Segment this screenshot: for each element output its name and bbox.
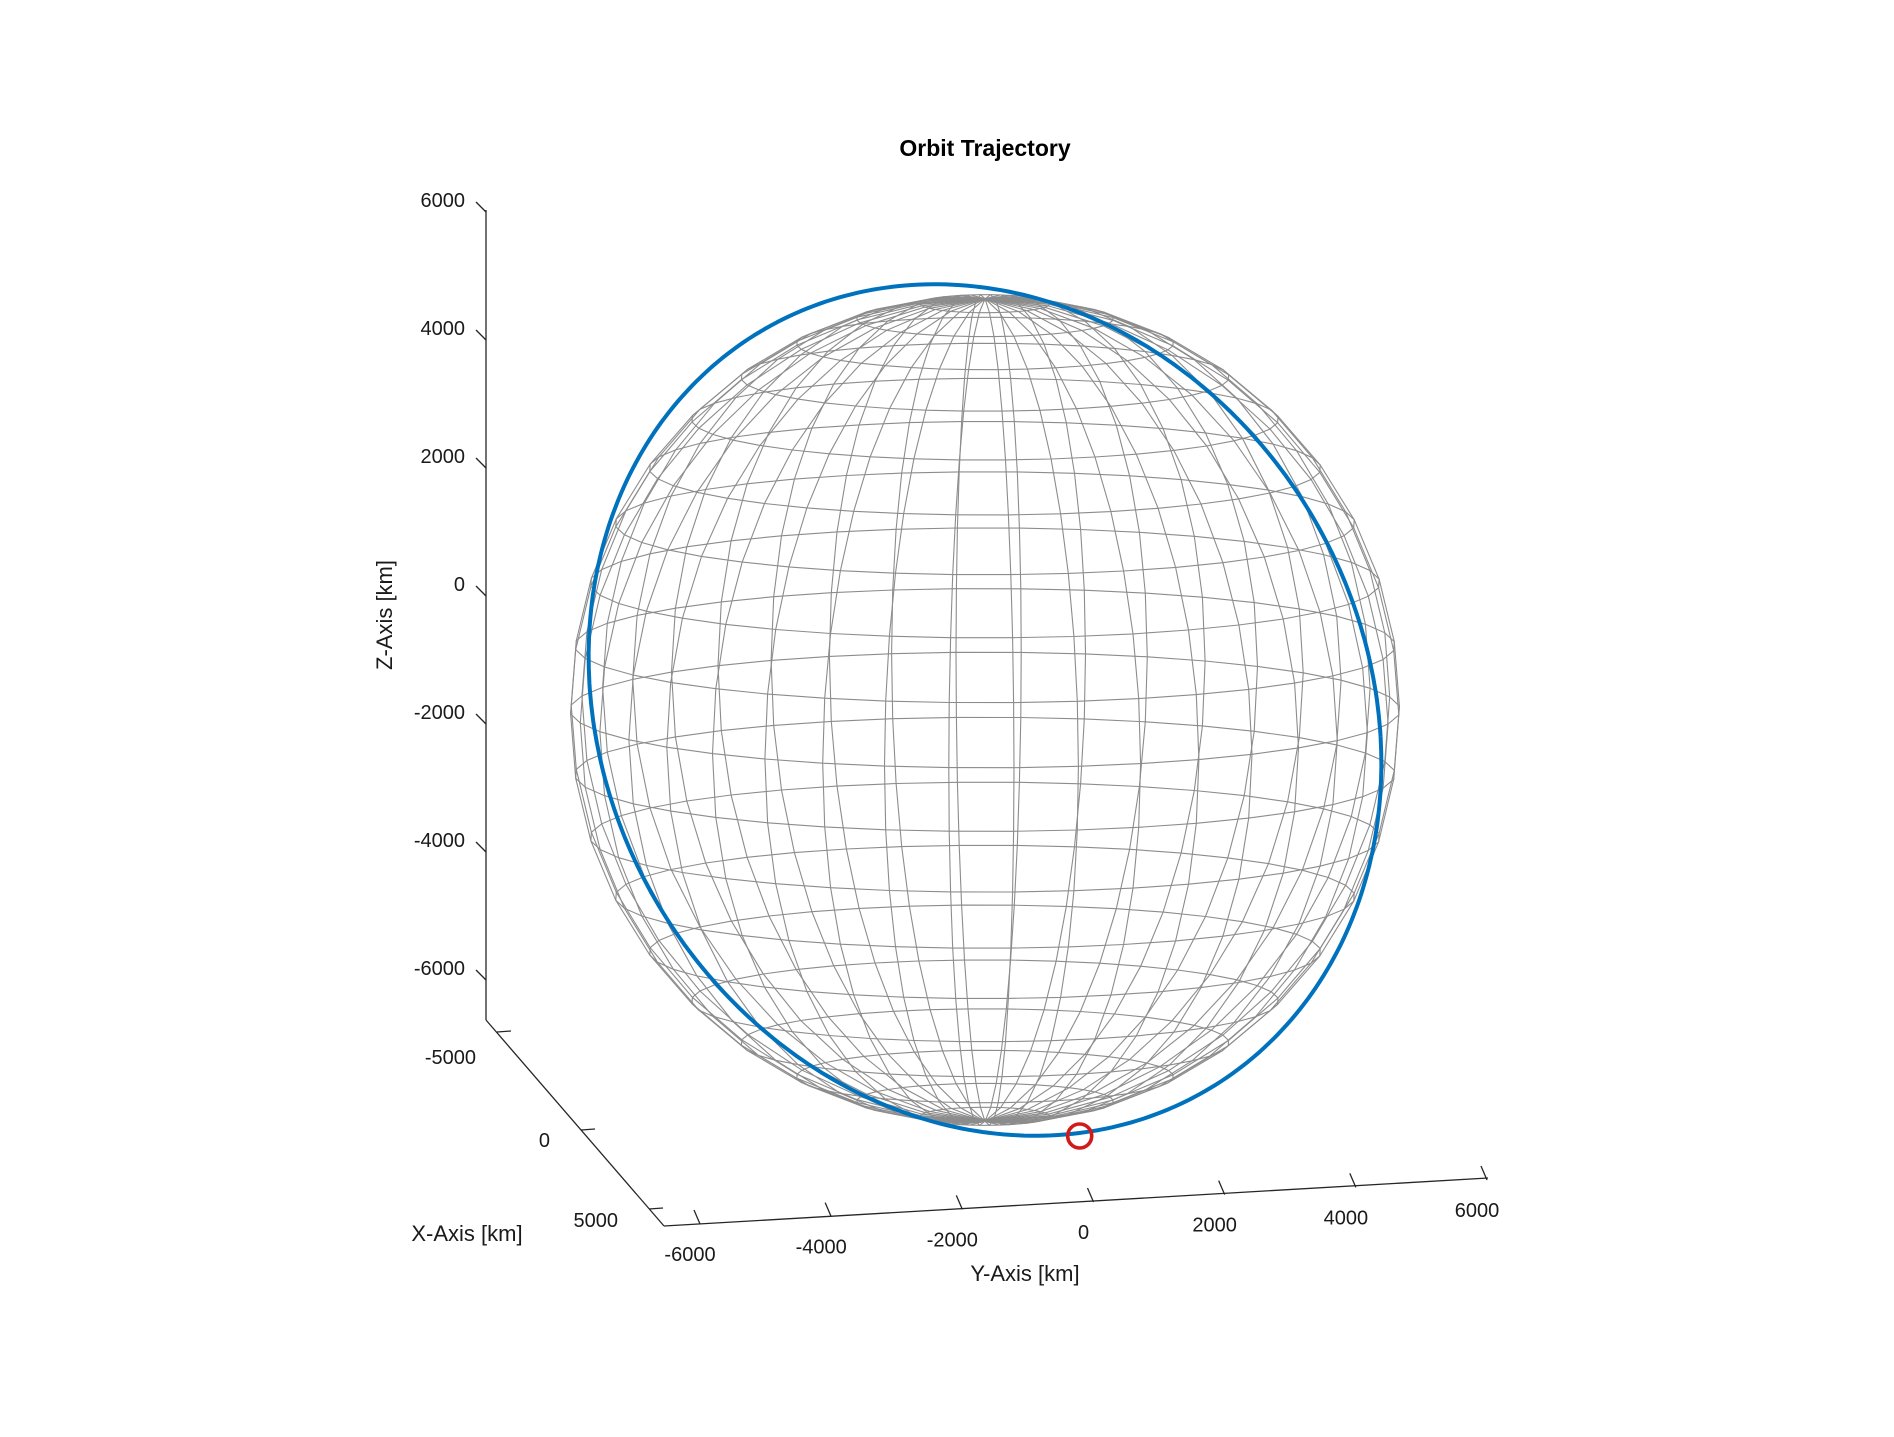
sphere-longitude-line (984, 298, 1079, 1126)
current-position-marker (1065, 1122, 1094, 1150)
sphere-longitude-line (891, 294, 986, 1122)
y-tick-mark (1218, 1180, 1226, 1195)
sphere-longitude-line (984, 294, 1087, 1122)
z-tick-label: -2000 (414, 702, 465, 724)
y-tick-mark (824, 1202, 832, 1217)
sphere-wireframe (570, 293, 1400, 1127)
z-tick-label: -4000 (414, 830, 465, 852)
sphere-longitude-line (822, 298, 986, 1126)
x-tick-mark (496, 1030, 512, 1033)
sphere-latitude-line (691, 959, 1279, 1043)
y-tick-label: -4000 (796, 1237, 847, 1259)
x-tick-label: -5000 (425, 1047, 476, 1069)
sphere-longitude-line (984, 298, 1342, 1122)
y-tick-label: 2000 (1192, 1215, 1237, 1237)
sphere-longitude-line (666, 298, 986, 1123)
y-tick-label: 0 (1078, 1222, 1089, 1244)
y-tick-label: -2000 (927, 1229, 978, 1251)
sphere-longitude-line (770, 295, 986, 1122)
sphere-latitude-line (590, 527, 1380, 639)
sphere-longitude-line (883, 298, 986, 1126)
y-tick-label: 6000 (1455, 1200, 1500, 1222)
sphere-longitude-line (579, 298, 986, 1122)
sphere-latitude-line (575, 588, 1395, 704)
z-tick-mark (475, 457, 487, 469)
sphere-longitude-line (628, 298, 986, 1122)
y-axis-line (663, 1177, 1489, 1227)
sphere-longitude-line (984, 298, 1142, 1126)
sphere-longitude-line (984, 298, 1391, 1122)
z-tick-mark (475, 585, 487, 597)
x-tick-mark (580, 1128, 596, 1131)
sphere-longitude-line (828, 294, 986, 1122)
y-tick-label: 4000 (1324, 1207, 1369, 1229)
sphere-latitude-line (615, 844, 1355, 949)
z-tick-label: 2000 (421, 446, 466, 468)
z-tick-label: -6000 (414, 958, 465, 980)
z-tick-label: 0 (454, 574, 465, 596)
orbit-trajectory-line (586, 282, 1384, 1138)
sphere-longitude-line (984, 297, 1304, 1122)
y-tick-mark (693, 1209, 701, 1225)
sphere-latitude-line (615, 471, 1355, 576)
sphere-longitude-line (955, 293, 986, 1122)
sphere-latitude-line (575, 716, 1395, 832)
axes (485, 210, 1489, 1227)
x-axis-line (485, 1019, 665, 1227)
y-tick-mark (955, 1195, 963, 1210)
chart-title: Orbit Trajectory (899, 135, 1070, 161)
sphere-longitude-line (984, 298, 1200, 1125)
sphere-longitude-line (984, 298, 1300, 1123)
z-tick-mark (475, 969, 487, 981)
x-tick-label: 5000 (574, 1210, 619, 1232)
sphere-longitude-line (948, 298, 986, 1127)
z-tick-mark (475, 841, 487, 853)
orbit-series (586, 282, 1384, 1150)
z-tick-mark (475, 713, 487, 725)
sphere-latitude-line (691, 377, 1279, 461)
z-tick-label: 6000 (421, 190, 466, 212)
y-tick-mark (1349, 1173, 1357, 1188)
z-tick-label: 4000 (421, 318, 466, 340)
z-tick-mark (475, 201, 487, 213)
y-tick-label: -6000 (664, 1244, 715, 1266)
x-axis-label: X-Axis [km] (411, 1221, 522, 1246)
x-tick-label: 0 (539, 1130, 550, 1152)
sphere-longitude-line (984, 293, 1022, 1122)
tick-labels: -6000 -4000 -2000 0 2000 4000 6000 -5000 0 5000 -6… (414, 190, 1499, 1266)
x-tick-mark (648, 1207, 664, 1210)
y-tick-mark (1086, 1187, 1095, 1203)
sphere-longitude-line (984, 294, 1148, 1122)
z-tick-mark (475, 329, 487, 341)
y-axis-label: Y-Axis [km] (970, 1261, 1079, 1286)
sphere-latitude-line (570, 651, 1400, 769)
sphere-longitude-line (984, 298, 1371, 1122)
sphere-latitude-line (590, 781, 1380, 893)
sphere-longitude-line (599, 298, 986, 1122)
sphere-longitude-line (984, 298, 1015, 1127)
z-axis-label: Z-Axis [km] (372, 560, 397, 670)
y-tick-mark (1480, 1165, 1488, 1181)
sphere-longitude-line (670, 297, 986, 1122)
sphere-longitude-line (764, 298, 986, 1125)
sphere-longitude-line (984, 295, 1206, 1122)
